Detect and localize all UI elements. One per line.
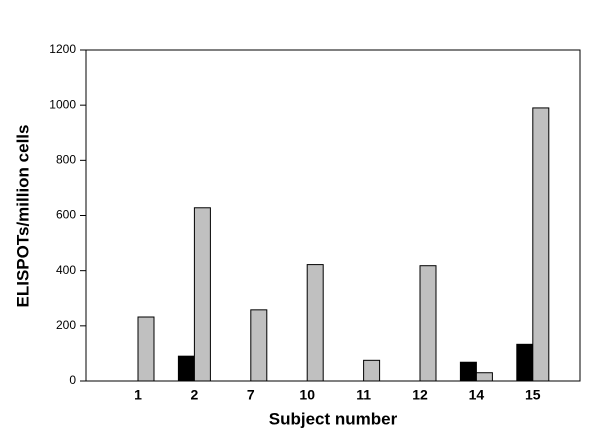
bar <box>475 372 493 382</box>
x-tick-label: 1 <box>134 387 142 403</box>
y-tick-label: 400 <box>56 263 76 277</box>
bar <box>516 343 534 382</box>
bar <box>250 309 268 382</box>
x-tick-label: 2 <box>191 387 199 403</box>
bar <box>363 359 381 382</box>
y-tick-label: 1000 <box>49 97 76 111</box>
x-tick-label: 15 <box>525 387 541 403</box>
x-axis-title: Subject number <box>269 409 398 428</box>
y-tick-label: 600 <box>56 208 76 222</box>
x-tick-label: 10 <box>299 387 315 403</box>
bar <box>193 207 211 382</box>
y-tick-label: 800 <box>56 153 76 167</box>
plot-frame <box>85 49 581 382</box>
bar <box>177 355 195 382</box>
y-tick-label: 200 <box>56 318 76 332</box>
bar <box>532 107 550 382</box>
x-tick-label: 14 <box>469 387 485 403</box>
y-tick-label: 1200 <box>49 42 76 56</box>
x-tick-label: 12 <box>412 387 428 403</box>
y-tick-label: 0 <box>69 373 76 387</box>
y-axis-title: ELISPOTs/million cells <box>13 125 32 308</box>
x-tick-label: 7 <box>247 387 255 403</box>
x-tick-label: 11 <box>356 387 371 403</box>
bar <box>306 264 324 382</box>
bar <box>459 361 477 382</box>
bar <box>137 316 155 382</box>
bar <box>419 265 437 382</box>
